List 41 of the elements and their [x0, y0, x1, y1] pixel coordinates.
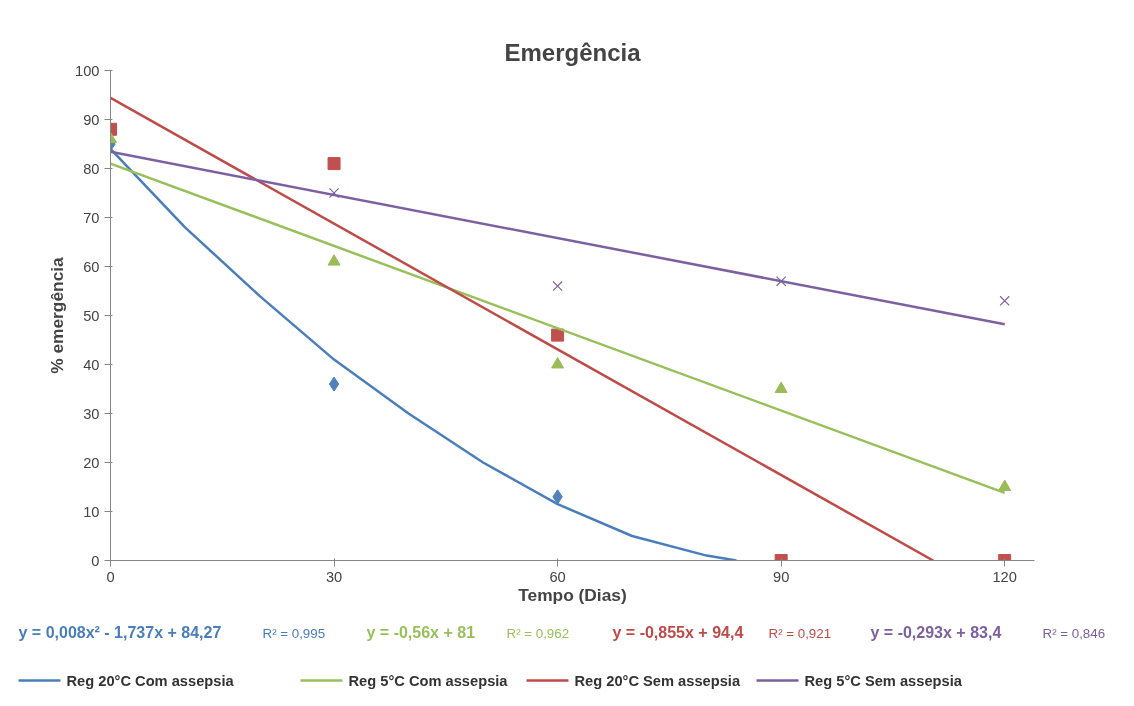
y-tick-label: 0	[91, 552, 100, 569]
y-tick-label: 20	[83, 454, 100, 471]
text: y = 0,008x² - 1,737x + 84,27	[18, 623, 222, 641]
legend-label: Reg 5°C Sem assepsia	[804, 672, 963, 689]
y-tick-label: 10	[83, 503, 100, 520]
y-tick-label: 30	[83, 405, 100, 422]
point	[551, 328, 565, 342]
point	[327, 157, 341, 171]
text: y = -0,855x + 94,4	[612, 623, 744, 641]
y-tick-label: 80	[83, 160, 100, 177]
y-tick-label: 40	[83, 356, 100, 373]
y-tick-label: 50	[83, 307, 100, 324]
chart-title: Emergência	[504, 38, 642, 66]
x-tick-label: 60	[549, 568, 566, 585]
point	[999, 295, 1010, 306]
x-axis-title: Tempo (Dias)	[518, 584, 627, 605]
y-tick-label: 60	[83, 258, 100, 275]
point	[551, 357, 565, 369]
legend-label: Reg 20°C Com assepsia	[66, 672, 235, 689]
x-tick-label: 30	[325, 568, 343, 585]
text: R² = 0,995	[262, 625, 326, 641]
point	[774, 381, 788, 393]
x-tick-label: 0	[106, 568, 115, 585]
text: R² = 0,962	[506, 625, 570, 641]
text: y = -0,293x + 83,4	[870, 623, 1002, 641]
text: R² = 0,846	[1042, 625, 1106, 641]
y-axis-title: % emergência	[47, 256, 68, 374]
point	[328, 187, 340, 199]
legend-label: Reg 20°C Sem assepsia	[574, 672, 741, 689]
point	[327, 254, 341, 266]
y-tick-label: 100	[75, 62, 100, 79]
y-tick-label: 90	[83, 111, 100, 128]
x-tick-label: 90	[772, 568, 790, 585]
text: y = -0,56x + 81	[366, 623, 476, 641]
x-tick-label: 120	[992, 568, 1017, 585]
y-tick-label: 70	[83, 209, 100, 226]
legend-label: Reg 5°C Com assepsia	[348, 672, 509, 689]
point	[998, 479, 1012, 491]
text: R² = 0,921	[768, 625, 832, 641]
point	[552, 280, 563, 292]
point	[775, 276, 787, 287]
